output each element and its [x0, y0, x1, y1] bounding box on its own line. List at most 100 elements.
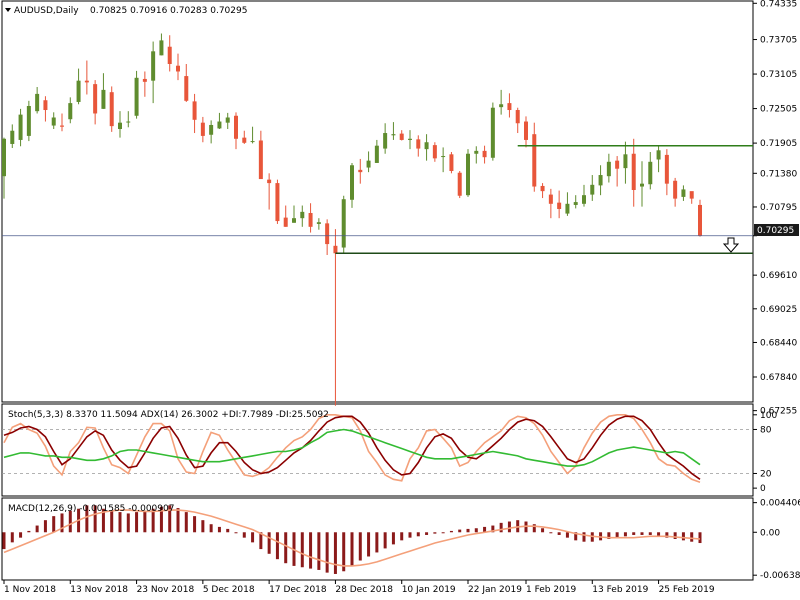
candle-body [283, 217, 288, 227]
candle-body [358, 169, 363, 173]
candle-body [681, 189, 686, 197]
date-axis-label: 23 Nov 2018 [137, 585, 195, 595]
date-axis-label: 22 Jan 2019 [468, 585, 522, 595]
macd-histogram-bar [665, 532, 669, 538]
macd-histogram-bar [201, 520, 205, 533]
price-axis-label: 0.68440 [760, 338, 797, 348]
candle-body [432, 145, 437, 159]
candle-body [416, 139, 421, 149]
macd-histogram-bar [532, 524, 536, 533]
price-pane-frame [1, 0, 754, 403]
macd-histogram-bar [350, 532, 354, 566]
macd-histogram-bar [309, 532, 313, 569]
macd-histogram-bar [259, 532, 263, 550]
candle-body [35, 93, 40, 112]
oscillator-axis-label: 80 [760, 425, 772, 435]
price-axis-label: 0.73105 [760, 70, 797, 80]
price-candles [2, 33, 702, 406]
candle-body [565, 203, 570, 214]
macd-histogram-bar [226, 528, 230, 533]
candle-body [441, 156, 446, 158]
macd-histogram-bar [574, 532, 578, 541]
macd-histogram-bar [640, 532, 644, 535]
oscillator-line [3, 413, 701, 484]
macd-histogram-bar [101, 508, 105, 533]
date-axis-label: 1 Feb 2019 [526, 585, 577, 595]
price-axis-label: 0.73705 [760, 36, 797, 46]
oscillator-title: Stoch(5,3,3) 8.3370 11.5094 ADX(14) 26.3… [8, 410, 329, 420]
macd-axis-label: 0.00 [760, 528, 780, 538]
candle-body [656, 150, 661, 160]
axes: 0.74335 0.73705 0.73105 0.72505 0.71905 0.713… [3, 0, 800, 595]
candle-body [151, 51, 156, 81]
candle-body [482, 150, 487, 158]
macd-histogram-bar [135, 512, 139, 533]
candle-body [84, 80, 89, 83]
current-price-tag-text: 0.70295 [757, 226, 794, 236]
candle-body [350, 165, 354, 200]
macd-histogram-bar [267, 532, 271, 554]
macd-histogram-bar [60, 513, 64, 533]
macd-histogram-bar [367, 532, 371, 557]
candle-body [93, 84, 98, 114]
macd-histogram-bar [433, 532, 437, 534]
oscillator-pane-frame [1, 403, 754, 497]
candle-body [267, 179, 272, 184]
candle-body [449, 154, 454, 172]
candle-body [176, 65, 180, 72]
macd-histogram-bar [557, 532, 561, 535]
macd-histogram-bar [242, 532, 246, 538]
candle-body [524, 121, 528, 140]
candle-body [325, 223, 330, 245]
macd-histogram-bar [118, 512, 122, 533]
macd-histogram-bar [565, 532, 569, 538]
macd-histogram-bar [126, 513, 130, 533]
date-axis-label: 5 Dec 2018 [203, 585, 255, 595]
macd-histogram-bar [657, 532, 661, 537]
candle-body [184, 76, 189, 101]
candle-body [631, 153, 636, 190]
macd-histogram-bar [93, 505, 97, 533]
date-axis-label: 1 Nov 2018 [4, 585, 56, 595]
macd-histogram-bar [342, 532, 346, 572]
macd-histogram-bar [648, 532, 652, 535]
candle-body [366, 160, 371, 168]
macd-histogram-bar [673, 532, 677, 539]
macd-histogram-bar [425, 532, 429, 535]
macd-histogram-bar [541, 528, 545, 533]
candle-body [192, 101, 197, 120]
price-axis-label: 0.74335 [760, 0, 797, 9]
macd-histogram-bar [499, 522, 503, 533]
macd-histogram-bar [35, 525, 39, 533]
macd-histogram-bar [449, 530, 453, 533]
macd-histogram-bar [317, 532, 321, 570]
macd-histogram-bar [549, 532, 553, 534]
candle-body [606, 161, 611, 177]
candle-body [648, 161, 653, 185]
price-axis-label: 0.70795 [760, 203, 797, 213]
candle-body [408, 138, 412, 140]
price-axis-label: 0.67840 [760, 373, 797, 383]
macd-histogram-bar [43, 520, 47, 533]
current-price-tag [754, 224, 799, 236]
macd-histogram [2, 505, 702, 574]
price-axis-label: 0.69610 [760, 271, 797, 281]
macd-histogram-bar [408, 532, 412, 538]
symbol-menu-icon[interactable] [5, 8, 11, 12]
candle-body [548, 194, 553, 204]
macd-histogram-bar [68, 510, 72, 533]
candle-body [598, 175, 603, 186]
sell-arrow-icon [722, 237, 740, 253]
macd-histogram-bar [507, 521, 511, 533]
macd-histogram-bar [159, 506, 163, 533]
price-axis-label: 0.71905 [760, 139, 797, 149]
candle-body [26, 105, 31, 136]
macd-histogram-bar [458, 529, 462, 533]
macd-histogram-bar [375, 532, 379, 553]
macd-histogram-bar [176, 508, 180, 533]
candle-body [18, 114, 23, 140]
date-axis-label: 13 Feb 2019 [592, 585, 648, 595]
macd-histogram-bar [632, 532, 636, 535]
candle-body [209, 124, 214, 135]
